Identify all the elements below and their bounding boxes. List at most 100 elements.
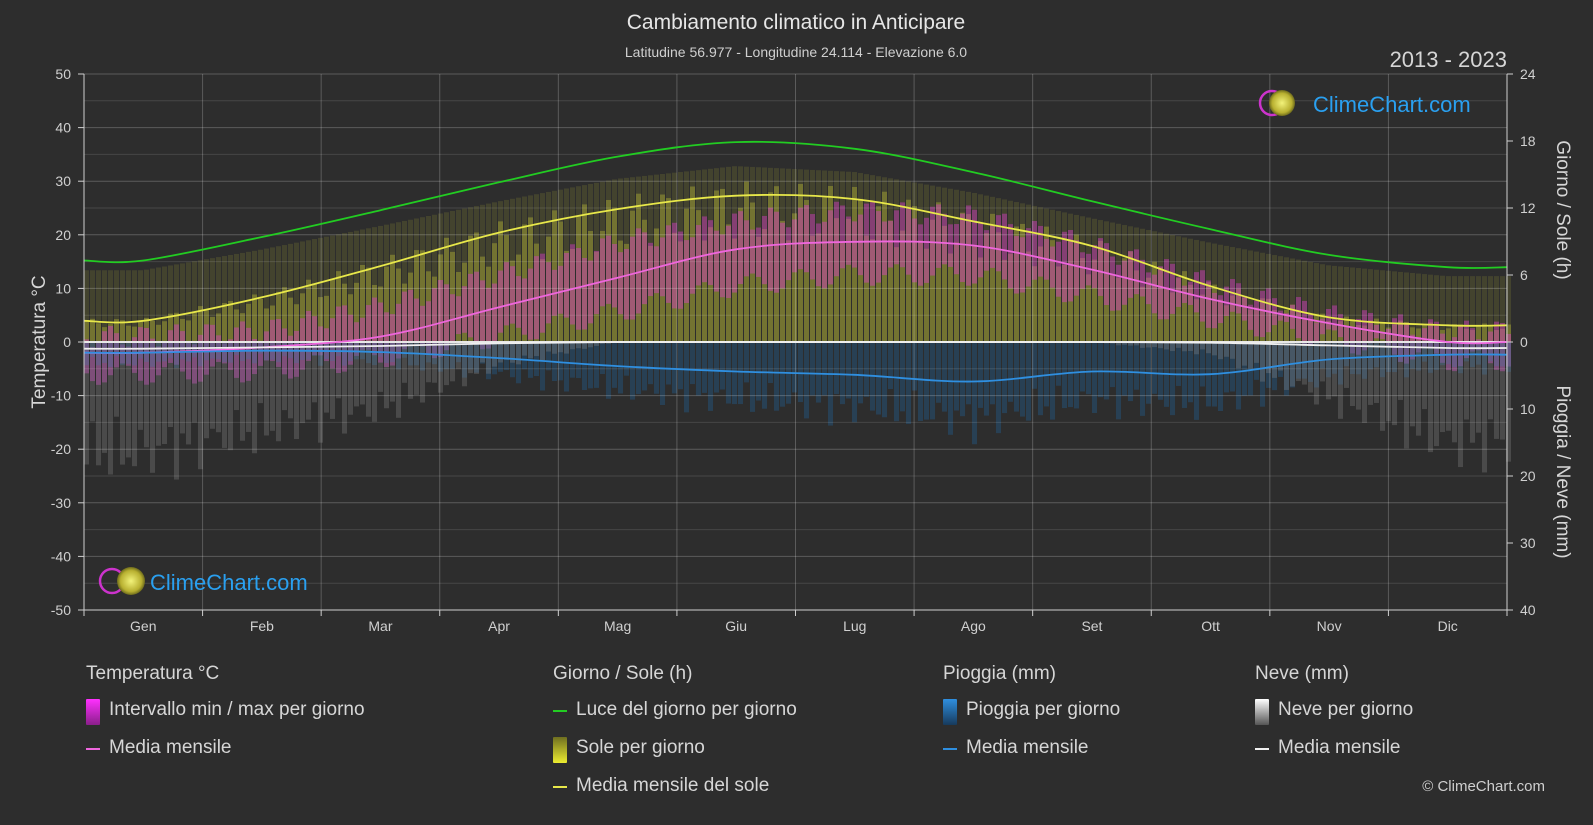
sun-day-bar [786,240,791,342]
sun-day-bar [276,291,281,342]
temp-range-bar [882,221,887,276]
temp-range-bar [1266,288,1271,333]
sun-day-bar [702,240,707,342]
temp-range-bar [816,223,821,287]
temp-range-bar [870,201,875,286]
sun-envelope-bar [1326,265,1331,342]
sun-envelope-bar [564,188,569,342]
sun-day-bar [390,254,395,342]
sun-day-bar [960,212,965,342]
sun-envelope-bar [336,234,341,342]
sun-envelope-bar [654,174,659,342]
snow-day-bar [576,342,581,349]
rain-day-bar [1014,342,1019,412]
legend-label: Pioggia per giorno [966,699,1121,720]
sun-day-bar [1308,319,1313,342]
rain-day-bar [1278,342,1283,377]
sun-day-bar [1170,292,1175,342]
legend-item: Media mensile del sole [553,775,797,813]
sun-envelope-bar [888,178,893,342]
snow-day-bar [1146,342,1151,348]
temp-range-bar [1122,260,1127,305]
rain-day-bar [1302,342,1307,379]
sun-day-bar [684,208,689,342]
snow-day-bar [270,342,275,431]
sun-envelope-bar [366,228,371,342]
rain-day-bar [846,342,851,399]
temp-range-bar [1398,314,1403,362]
sun-envelope-bar [1230,247,1235,342]
temp-range-bar [1458,325,1463,367]
snow-day-bar [1314,342,1319,405]
sun-envelope-bar [1182,237,1187,342]
temp-range-bar [330,318,335,369]
legend-temperature: Temperatura °C Intervallo min / max per … [86,663,365,775]
rain-day-bar [1194,342,1199,420]
rain-day-bar [834,342,839,395]
rain-day-bar [198,342,203,367]
sun-envelope-bar [228,255,233,342]
temp-range-bar [1050,246,1055,288]
snow-day-bar [1506,342,1511,462]
sun-day-bar [138,321,143,342]
sun-day-bar [1164,287,1169,342]
rain-day-bar [1374,342,1379,368]
rain-day-bar [732,342,737,405]
rain-day-bar [420,342,425,371]
sun-day-bar [822,197,827,342]
temp-range-bar [168,330,173,363]
sun-envelope-bar [1266,253,1271,342]
sun-envelope-bar [1398,271,1403,342]
right-tick-label: 30 [1520,535,1536,551]
snow-day-bar [258,342,263,404]
rain-day-bar [906,342,911,425]
sun-envelope-bar [714,168,719,342]
legend-title: Temperatura °C [86,663,220,684]
snow-day-bar [300,342,305,424]
sun-envelope-bar [810,169,815,342]
snow-day-bar [1362,342,1367,423]
temp-range-bar [1494,321,1499,370]
sun-day-bar [534,243,539,342]
rain-day-bar [1080,342,1085,392]
climechart-logo-icon [98,567,145,595]
sun-envelope-bar [1176,236,1181,342]
sun-envelope-bar [966,191,971,342]
sun-envelope-bar [252,250,257,342]
sun-day-bar [858,198,863,342]
temp-range-bar [1020,237,1025,293]
sun-envelope-bar [504,199,509,342]
legend-rain: Pioggia (mm) Pioggia per giorno Media me… [943,663,1120,775]
sun-envelope-bar [1188,238,1193,342]
rain-day-bar [1254,342,1259,380]
right-tick-label: 20 [1520,468,1536,484]
rain-day-bar [360,342,365,360]
rain-day-bar [606,342,611,399]
rain-day-bar [276,342,281,363]
sun-envelope-bar [1122,225,1127,342]
left-tick-label: -40 [51,548,71,564]
climate-chart: Cambiamento climatico in Anticipare Lati… [29,11,1573,634]
sun-envelope-bar [324,236,329,342]
temp-range-bar [1152,274,1157,314]
rain-day-bar [582,342,587,390]
snow-day-bar [1158,342,1163,349]
sun-day-bar [714,190,719,342]
temp-range-bar [762,215,767,285]
temp-range-bar [210,324,215,367]
left-tick-label: -20 [51,441,71,457]
rain-day-bar [1116,342,1121,420]
sun-envelope-bar [1434,275,1439,342]
rain-swatch-icon [943,699,957,725]
rain-day-bar [576,342,581,379]
rain-day-bar [720,342,725,390]
temp-range-bar [564,252,569,318]
snow-day-bar [294,342,299,440]
sun-day-bar [744,181,749,342]
sun-day-bar [834,218,839,342]
snow-day-bar [1308,342,1313,393]
sun-day-bar [324,295,329,342]
sun-day-bar [1296,310,1301,342]
rain-day-bar [798,342,803,403]
temp-range-bar [192,344,197,384]
